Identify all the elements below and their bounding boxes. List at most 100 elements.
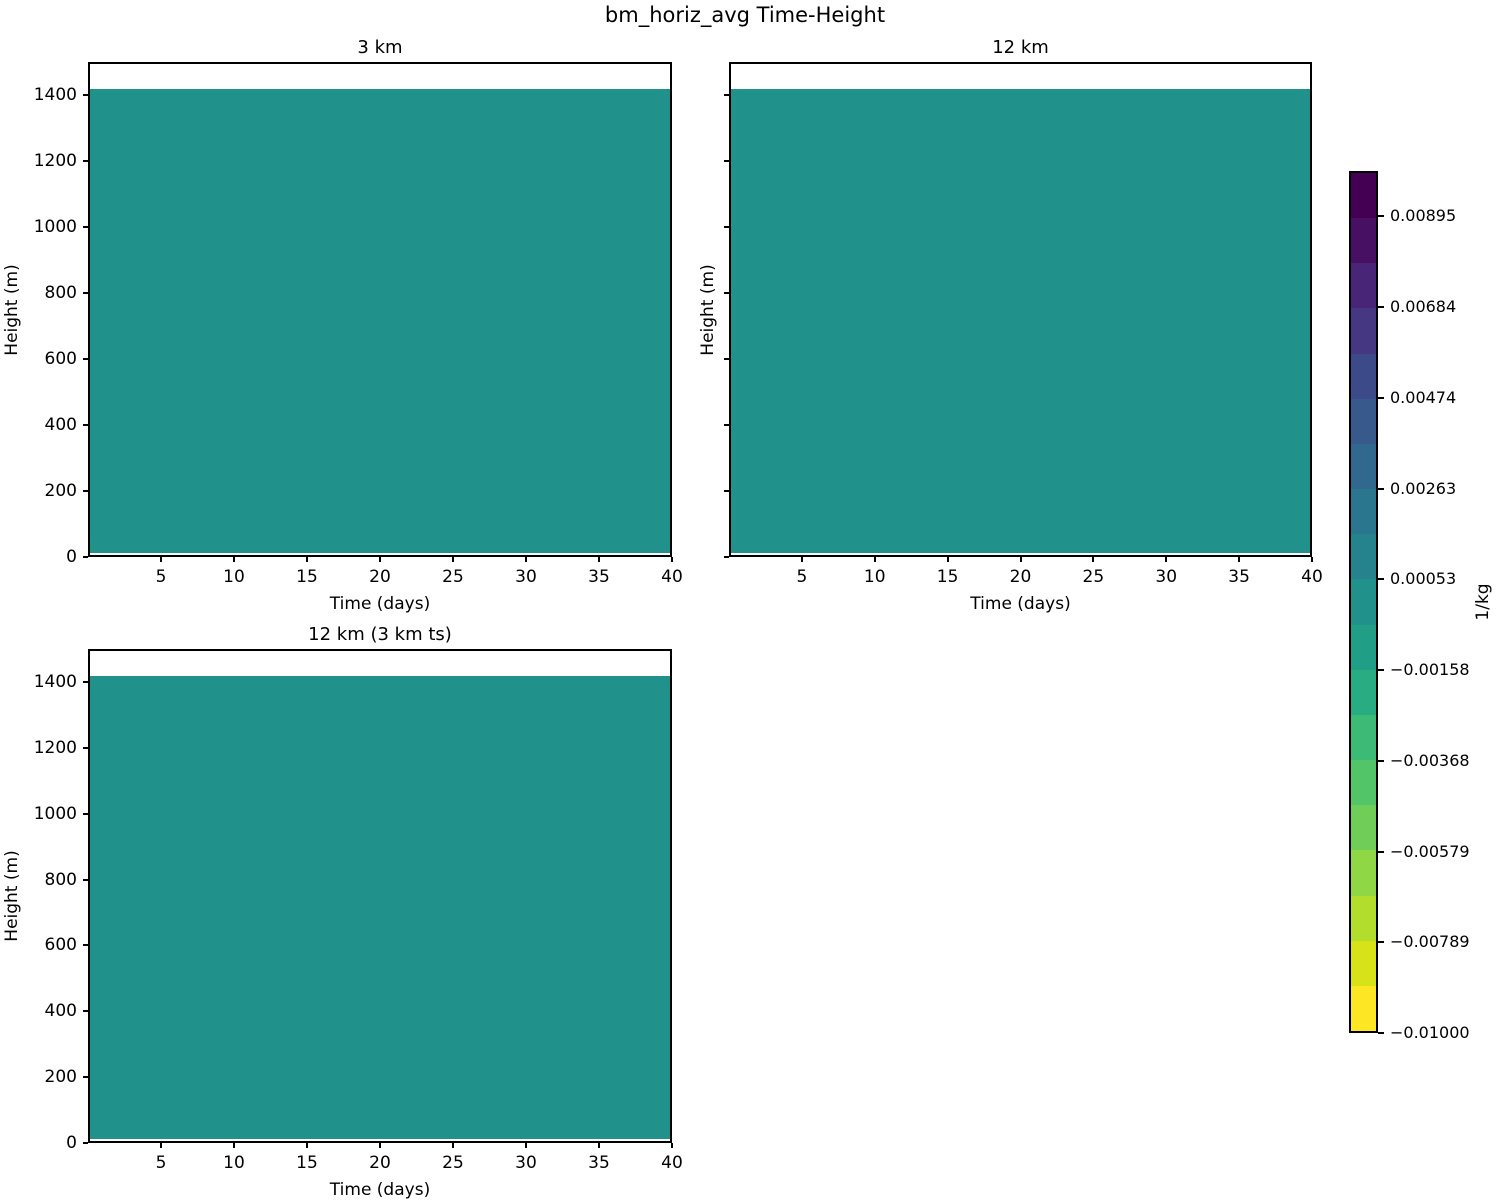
x-tick-label: 5 — [796, 567, 808, 587]
colorbar-segment — [1351, 760, 1376, 806]
y-tick-label: 1200 — [33, 151, 77, 171]
x-tick-label: 30 — [515, 1153, 537, 1173]
colorbar-tick-label: −0.00579 — [1390, 841, 1470, 861]
panel-title: 3 km — [357, 37, 403, 58]
x-tick-mark — [1238, 557, 1241, 562]
x-tick-label: 10 — [223, 1153, 245, 1173]
y-axis-label: Height (m) — [2, 263, 22, 356]
y-tick-label: 800 — [44, 283, 77, 303]
x-tick-mark — [671, 557, 673, 562]
y-tick-label: 400 — [44, 415, 77, 435]
colorbar-tick-label: −0.00158 — [1390, 660, 1470, 680]
x-tick-label: 25 — [442, 1153, 464, 1173]
y-tick-mark — [724, 556, 729, 558]
x-tick-label: 20 — [369, 1153, 391, 1173]
x-tick-label: 40 — [661, 567, 683, 587]
y-tick-mark — [724, 358, 729, 360]
y-tick-mark — [83, 490, 88, 492]
y-tick-mark — [83, 812, 88, 815]
x-tick-label: 35 — [588, 567, 610, 587]
y-tick-label: 1200 — [33, 737, 77, 758]
x-tick-label: 10 — [863, 567, 886, 587]
y-tick-label: 1400 — [33, 671, 77, 692]
colorbar-tick-mark — [1378, 850, 1384, 853]
y-tick-label: 800 — [44, 869, 77, 890]
y-tick-mark — [83, 1076, 88, 1079]
colorbar-segment — [1351, 173, 1376, 219]
x-axis-label: Time (days) — [329, 1180, 431, 1200]
x-tick-label: 40 — [661, 1153, 683, 1173]
y-tick-label: 600 — [44, 349, 77, 369]
colorbar-tick-label: 0.00053 — [1390, 569, 1457, 589]
y-tick-mark — [83, 292, 88, 294]
y-tick-label: 1000 — [33, 217, 77, 237]
x-tick-mark — [452, 557, 454, 562]
y-axis-label: Height (m) — [698, 263, 718, 356]
colorbar-tick-mark — [1378, 215, 1384, 218]
colorbar-segment — [1351, 443, 1376, 490]
x-tick-label: 35 — [588, 1153, 610, 1173]
y-tick-label: 0 — [66, 1133, 77, 1153]
y-tick-label: 1000 — [33, 803, 77, 824]
colorbar-segment — [1351, 805, 1376, 851]
x-tick-mark — [379, 1143, 381, 1148]
x-tick-label: 40 — [1301, 567, 1323, 587]
y-tick-label: 400 — [44, 1001, 77, 1022]
colorbar-tick-label: −0.00789 — [1390, 932, 1470, 952]
colorbar-tick-label: −0.01000 — [1390, 1023, 1470, 1042]
x-tick-mark — [306, 1143, 308, 1148]
x-tick-mark — [160, 557, 162, 562]
x-tick-mark — [233, 1143, 235, 1148]
x-tick-label: 35 — [1228, 567, 1250, 587]
panel-title: 12 km (3 km ts) — [308, 624, 452, 645]
panel-title: 12 km — [992, 37, 1049, 58]
x-tick-mark — [1165, 557, 1168, 562]
y-tick-mark — [83, 94, 88, 96]
colorbar-tick-mark — [1378, 396, 1384, 399]
y-tick-mark — [83, 424, 88, 426]
colorbar-segment — [1351, 895, 1376, 941]
x-tick-mark — [379, 557, 381, 562]
heatmap-fill — [90, 675, 670, 1140]
x-tick-mark — [873, 557, 876, 562]
x-tick-label: 10 — [223, 567, 245, 587]
x-tick-label: 20 — [1009, 567, 1032, 587]
x-tick-label: 5 — [155, 567, 167, 587]
colorbar-segment — [1351, 714, 1376, 761]
x-tick-label: 15 — [296, 567, 318, 587]
figure-title: bm_horiz_avg Time-Height — [604, 3, 886, 27]
colorbar-segment — [1351, 940, 1376, 986]
colorbar-tick-label: −0.00368 — [1390, 750, 1470, 770]
y-tick-mark — [724, 160, 729, 162]
x-tick-label: 15 — [296, 1153, 318, 1173]
x-tick-mark — [800, 557, 803, 562]
colorbar-units-label: 1/kg — [1473, 583, 1493, 621]
y-tick-mark — [83, 358, 88, 360]
x-tick-label: 25 — [1082, 567, 1105, 587]
y-tick-mark — [83, 226, 88, 228]
colorbar-tick-mark — [1378, 1032, 1384, 1034]
colorbar-tick-label: 0.00895 — [1390, 206, 1457, 226]
x-tick-mark — [671, 1143, 673, 1148]
x-tick-label: 30 — [515, 567, 537, 587]
colorbar-segment — [1351, 624, 1376, 670]
y-tick-mark — [724, 292, 729, 294]
plot-panel — [729, 62, 1312, 557]
colorbar-tick-mark — [1378, 306, 1384, 309]
x-tick-mark — [598, 1143, 600, 1148]
plot-panel — [88, 62, 672, 557]
y-tick-mark — [724, 226, 729, 228]
y-tick-mark — [724, 490, 729, 492]
x-tick-mark — [1092, 557, 1095, 562]
y-tick-label: 1400 — [33, 85, 77, 105]
colorbar-tick-label: 0.00474 — [1390, 387, 1457, 407]
colorbar-tick-label: 0.00684 — [1390, 297, 1457, 317]
colorbar-segment — [1351, 353, 1376, 399]
y-tick-label: 200 — [44, 481, 77, 501]
x-tick-label: 5 — [155, 1153, 167, 1173]
colorbar-segment — [1351, 308, 1376, 354]
y-tick-mark — [83, 680, 88, 683]
colorbar-segment — [1351, 218, 1376, 264]
x-tick-label: 20 — [369, 567, 391, 587]
